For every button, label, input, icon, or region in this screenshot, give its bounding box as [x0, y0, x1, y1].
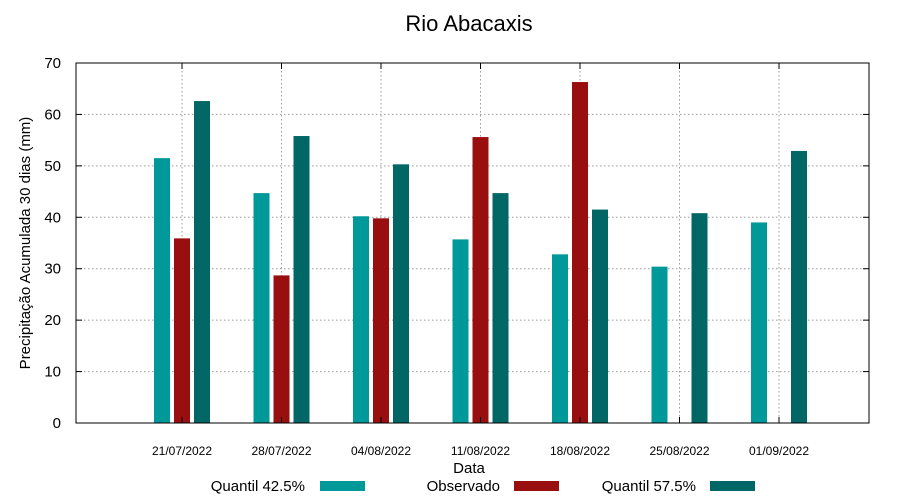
- bar: [592, 209, 608, 423]
- bar: [791, 150, 807, 423]
- x-axis-ticks: 21/07/2022 28/07/2022 04/08/2022 11/08/2022…: [152, 63, 809, 458]
- x-tick-label: 11/08/2022: [451, 444, 510, 458]
- x-tick-label: 04/08/2022: [351, 444, 411, 458]
- bar: [194, 101, 210, 424]
- bars-layer: [154, 82, 807, 424]
- bar: [751, 222, 767, 423]
- y-tick-label: 40: [44, 209, 61, 226]
- y-tick-label: 70: [44, 55, 61, 72]
- legend-label: Quantil 57.5%: [602, 478, 696, 495]
- legend-label: Quantil 42.5%: [211, 478, 305, 495]
- bar: [472, 137, 489, 424]
- x-tick-label: 25/08/2022: [649, 444, 709, 458]
- legend-label: Observado: [427, 478, 500, 495]
- bar: [154, 158, 170, 423]
- y-tick-label: 50: [44, 158, 61, 175]
- chart-title: Rio Abacaxis: [405, 11, 532, 36]
- bar: [651, 266, 668, 423]
- y-tick-label: 0: [53, 415, 61, 432]
- y-tick-label: 20: [44, 312, 61, 329]
- bar: [492, 193, 509, 423]
- bar: [552, 254, 568, 423]
- bar: [353, 216, 369, 423]
- x-tick-label: 21/07/2022: [152, 444, 212, 458]
- bar: [293, 136, 310, 423]
- y-tick-label: 60: [44, 106, 61, 123]
- bar: [253, 193, 270, 423]
- y-axis-ticks: 0 10 20 30 40 50 60 70: [44, 55, 869, 432]
- bar: [273, 275, 290, 423]
- legend: Quantil 42.5% Observado Quantil 57.5%: [211, 478, 755, 495]
- legend-swatch: [320, 481, 365, 491]
- bar: [452, 239, 469, 423]
- bar: [373, 218, 389, 423]
- y-tick-label: 30: [44, 261, 61, 278]
- x-tick-label: 18/08/2022: [550, 444, 610, 458]
- bar: [691, 213, 708, 423]
- legend-swatch: [710, 481, 755, 491]
- bar: [393, 164, 409, 424]
- bar: [174, 238, 190, 423]
- x-axis-title: Data: [453, 460, 485, 477]
- x-tick-label: 28/07/2022: [251, 444, 311, 458]
- x-tick-label: 01/09/2022: [749, 444, 809, 458]
- y-tick-label: 10: [44, 364, 61, 381]
- legend-swatch: [514, 481, 559, 491]
- y-axis-title: Precipitação Acumulada 30 dias (mm): [17, 117, 34, 370]
- bar: [572, 82, 588, 424]
- plot-frame: [75, 62, 870, 424]
